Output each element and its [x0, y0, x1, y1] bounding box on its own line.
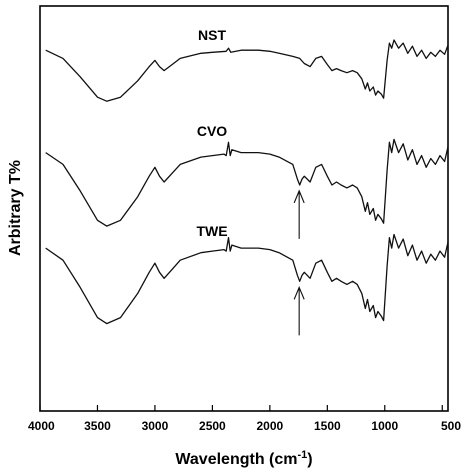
x-tick-label: 2500 — [199, 419, 226, 433]
series-label-nst: NST — [198, 27, 226, 43]
series-labels: NST CVO TWE — [196, 27, 227, 239]
series-curves — [45, 39, 449, 325]
series-label-twe: TWE — [196, 223, 227, 239]
x-tick-label: 4000 — [28, 419, 55, 433]
x-tick-label: 2000 — [257, 419, 284, 433]
series-line-nst — [45, 39, 449, 102]
arrow-annotation-twe — [293, 285, 305, 336]
y-axis-title: Arbitrary T% — [7, 160, 24, 256]
arrow-annotation-cvo — [293, 189, 305, 239]
x-axis-ticks: 4000 3500 3000 2500 2000 1500 1000 500 — [28, 405, 461, 433]
x-tick-label: 3000 — [142, 419, 169, 433]
x-tick-label: 1000 — [371, 419, 398, 433]
series-label-cvo: CVO — [197, 123, 227, 139]
plot-frame — [39, 5, 449, 412]
annotation-arrows — [293, 189, 305, 336]
x-axis-title: Wavelength (cm-1) — [175, 449, 312, 468]
x-tick-label: 1500 — [314, 419, 341, 433]
series-line-cvo — [45, 138, 449, 227]
x-tick-label: 3500 — [84, 419, 111, 433]
x-tick-label: 500 — [441, 419, 461, 433]
series-line-twe — [45, 233, 449, 325]
x-axis-title-superscript: -1 — [297, 449, 307, 461]
